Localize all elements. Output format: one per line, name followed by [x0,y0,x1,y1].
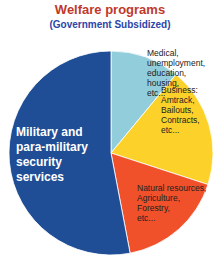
title: Welfare programs [55,2,165,17]
slice-label-line: Amtrack, [161,95,195,105]
slice-label-line: etc... [161,125,179,135]
slice-label: Military andpara-militarysecurityservice… [16,125,88,184]
slice-label-line: Agriculture, [137,193,180,203]
slice-label-line: para-military [16,140,88,154]
slice-label-line: Contracts, [161,115,200,125]
slice-label: Natural resources,Agriculture,Forestry,e… [137,183,206,223]
slice-label-line: Military and [16,125,83,139]
slice-labels: Medical,unemployment,education,housing,e… [16,48,206,223]
chart: Welfare programs (Government Subsidized) M… [0,0,221,257]
subtitle: (Government Subsidized) [49,19,170,30]
slice-label-line: services [16,170,64,184]
pie-slice [9,51,130,255]
slice-label-line: Bailouts, [161,105,194,115]
slice-label-line: education, [147,68,186,78]
slice-label-line: security [16,155,62,169]
pie [9,51,213,255]
slice-label: Medical,unemployment,education,housing,e… [147,48,205,98]
slice-label-line: Natural resources, [137,183,206,193]
slice-label-line: Business: [161,85,198,95]
slice-label-line: unemployment, [147,58,205,68]
slice-label-line: etc... [137,213,155,223]
slice-label-line: Forestry, [137,203,170,213]
slice-label-line: Medical, [147,48,179,58]
slice-label: Business:Amtrack,Bailouts,Contracts,etc.… [161,85,200,135]
